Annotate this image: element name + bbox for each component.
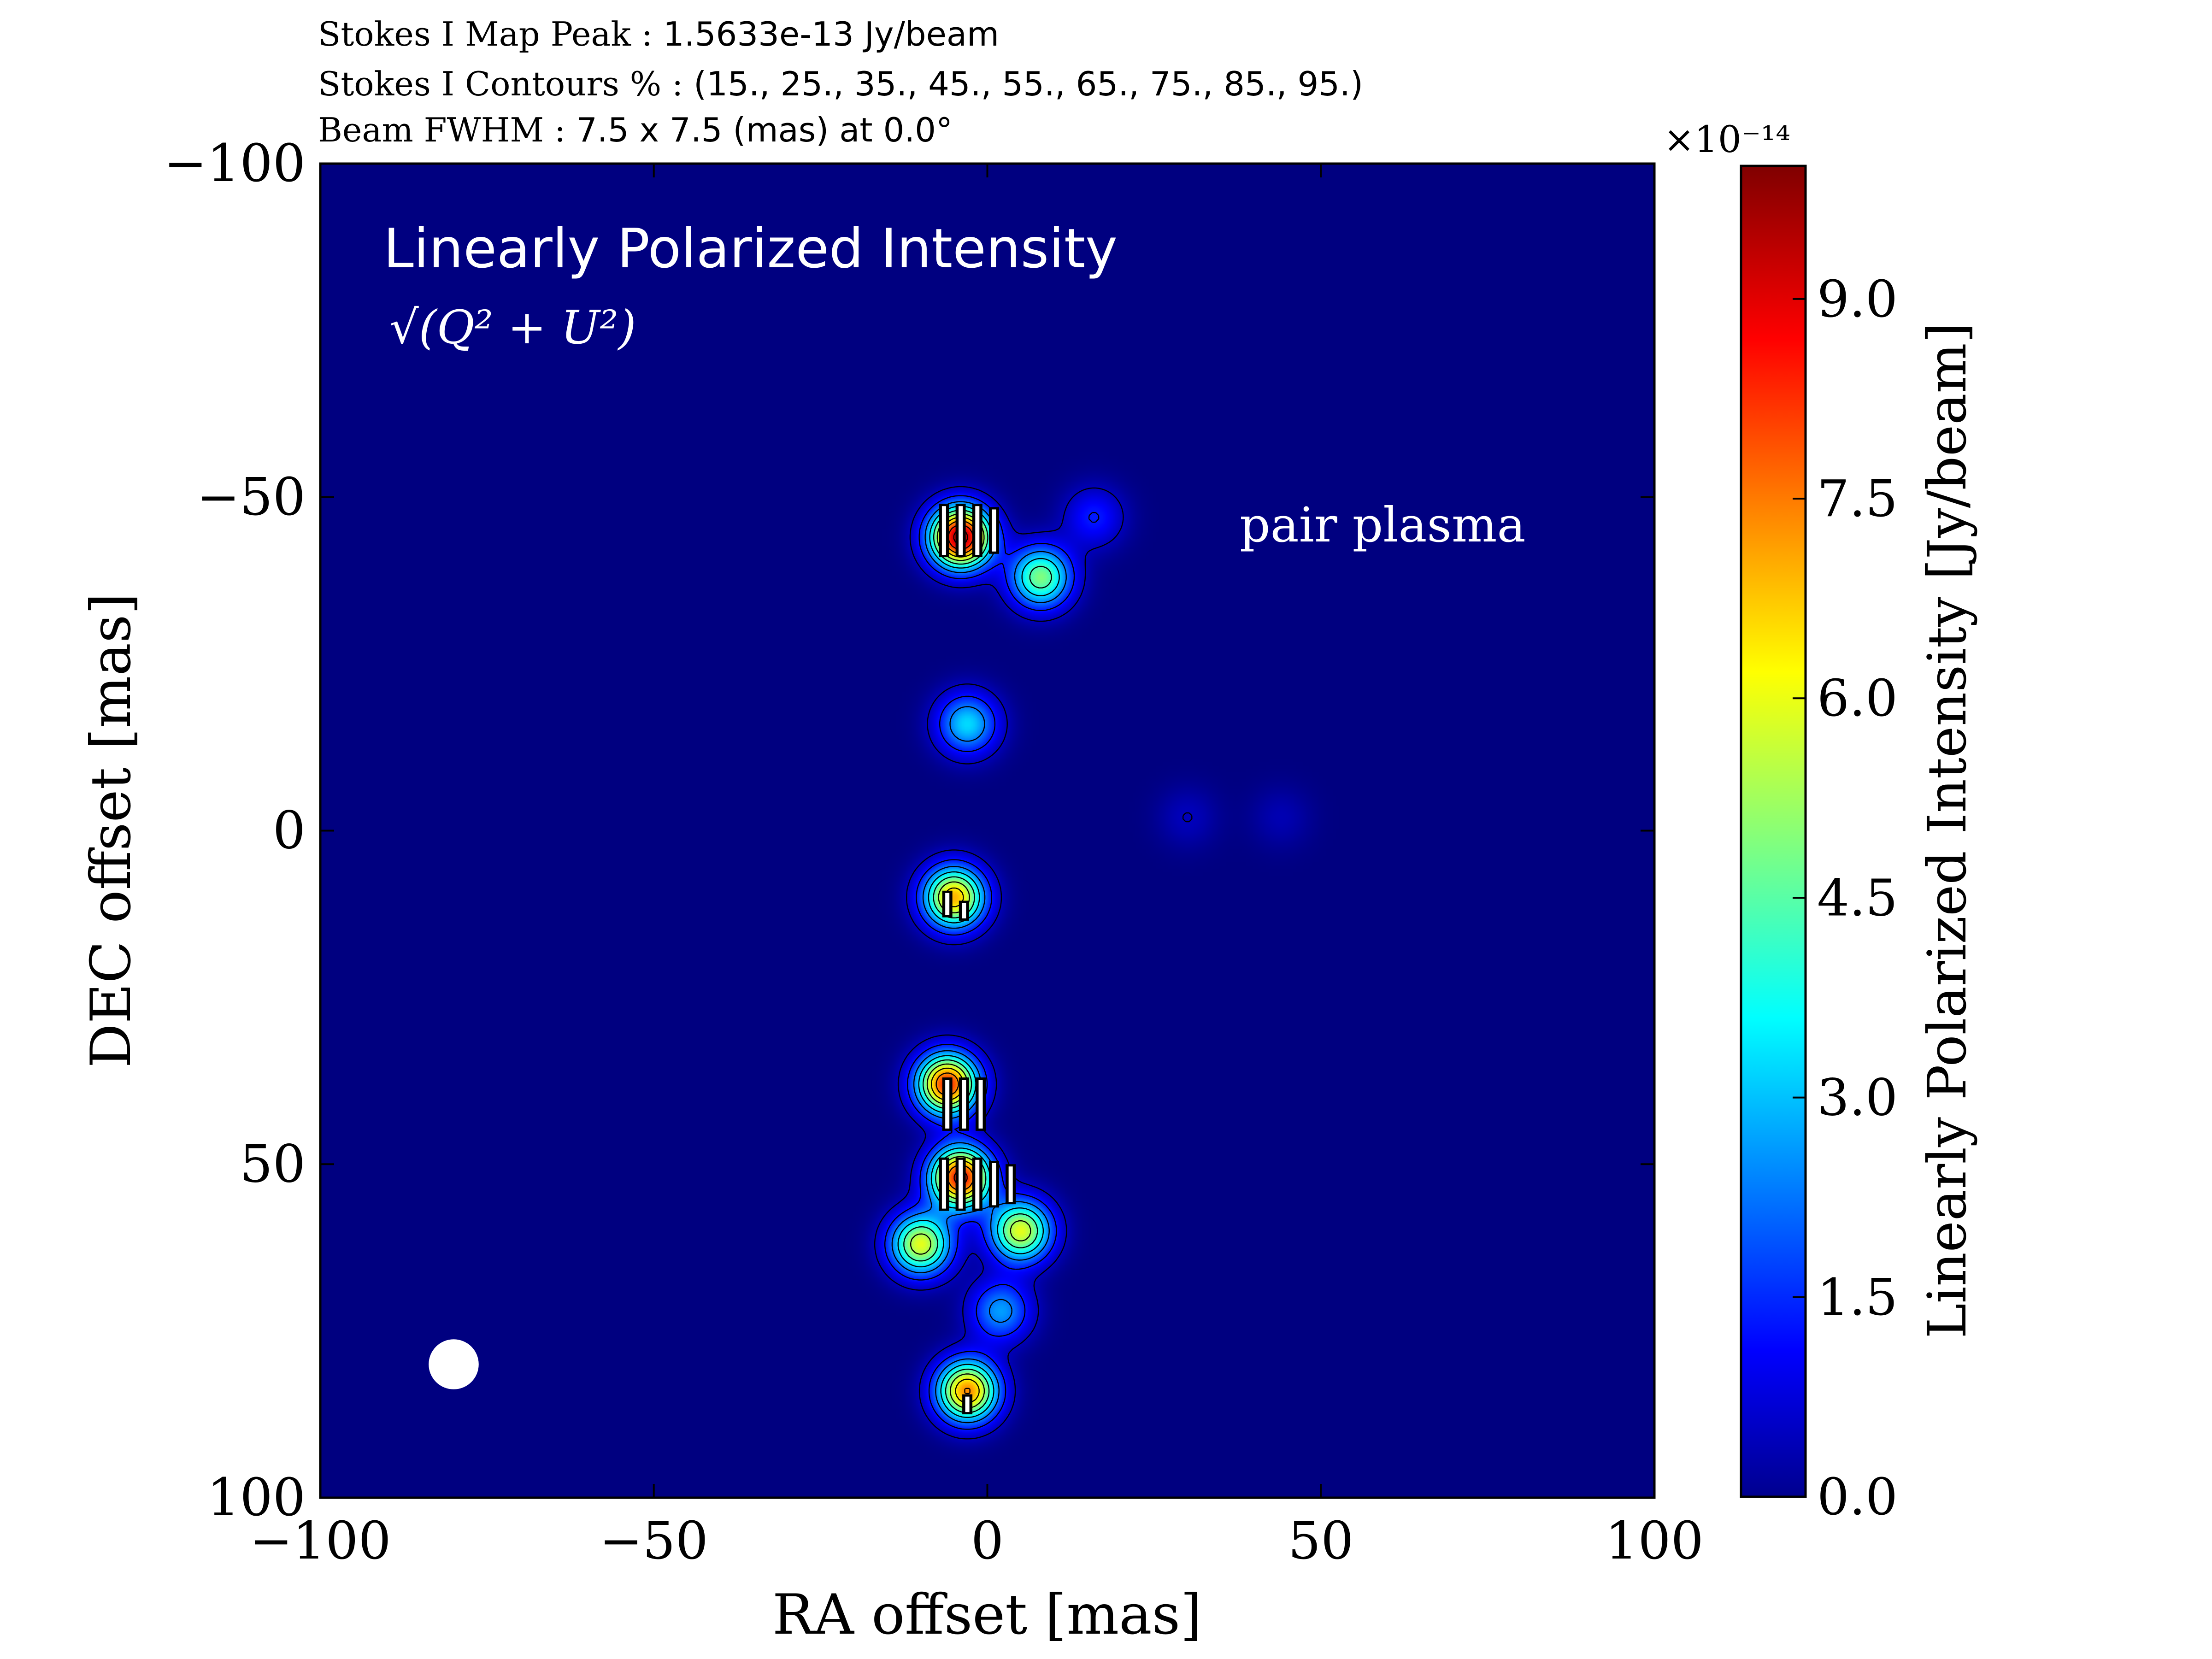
polarization-vectors bbox=[939, 504, 1016, 1415]
contour-level bbox=[874, 486, 1193, 1440]
colorbar-tick-label: 1.5 bbox=[1817, 1268, 1898, 1327]
beam-value: 7.5 x 7.5 (mas) at 0.0° bbox=[576, 111, 953, 149]
beam-line: Beam FWHM : 7.5 x 7.5 (mas) at 0.0° bbox=[318, 113, 953, 147]
colorbar-exponent: ×10⁻¹⁴ bbox=[1664, 118, 1790, 161]
map-peak-value: 1.5633e-13 Jy/beam bbox=[663, 15, 1000, 53]
y-tick-label: 100 bbox=[207, 1468, 306, 1528]
beam-ellipse bbox=[429, 1339, 479, 1389]
contours-line: Stokes I Contours % : (15., 25., 35., 45… bbox=[318, 67, 1363, 100]
colorbar-tick-label: 0.0 bbox=[1817, 1467, 1898, 1526]
y-tick-label: 50 bbox=[240, 1134, 306, 1194]
colorbar-tick-label: 9.0 bbox=[1817, 270, 1898, 329]
panel-title: Linearly Polarized Intensity bbox=[383, 217, 1118, 280]
x-tick-label: −50 bbox=[600, 1511, 708, 1571]
colorbar-tick-label: 7.5 bbox=[1817, 469, 1898, 528]
map-peak-label: Stokes I Map Peak : bbox=[318, 15, 653, 53]
colorbar-tick-label: 6.0 bbox=[1817, 669, 1898, 728]
colorbar-gradient bbox=[1740, 165, 1807, 1498]
plot-area: −100 −50 0 50 100 −100 −50 0 50 100 Linearly Pol… bbox=[164, 134, 1704, 1571]
colorbar-ticks: 0.0 1.5 3.0 4.5 6.0 7.5 9.0 bbox=[1793, 270, 1898, 1526]
y-tick-label: −100 bbox=[164, 134, 306, 194]
panel-formula: √(Q² + U²) bbox=[389, 300, 636, 354]
contours-label: Stokes I Contours % : bbox=[318, 65, 683, 103]
colorbar: 0.0 1.5 3.0 4.5 6.0 7.5 9.0 ×10⁻¹⁴ Linearly Po… bbox=[1664, 118, 1978, 1526]
contour-level bbox=[891, 501, 1067, 1424]
colorbar-tick-label: 4.5 bbox=[1817, 868, 1898, 927]
map-peak-line: Stokes I Map Peak : 1.5633e-13 Jy/beam bbox=[318, 18, 999, 51]
y-axis-label: DEC offset [mas] bbox=[79, 593, 143, 1068]
x-tick-label: −100 bbox=[249, 1511, 391, 1571]
x-tick-label: 0 bbox=[971, 1511, 1004, 1571]
colorbar-label: Linearly Polarized Intensity [Jy/beam] bbox=[1917, 322, 1978, 1338]
x-tick-label: 100 bbox=[1605, 1511, 1704, 1571]
contour-level bbox=[884, 495, 1100, 1430]
intensity-heatmap bbox=[320, 164, 1654, 1498]
y-tick-label: 0 bbox=[273, 801, 306, 861]
y-tick-label: −50 bbox=[197, 467, 306, 527]
x-tick-label: 50 bbox=[1288, 1511, 1354, 1571]
x-axis-label: RA offset [mas] bbox=[772, 1583, 1202, 1647]
beam-label: Beam FWHM : bbox=[318, 111, 566, 149]
colorbar-tick-label: 3.0 bbox=[1817, 1068, 1898, 1127]
pair-plasma-annotation: pair plasma bbox=[1240, 497, 1525, 553]
x-axis-ticks: −100 −50 0 50 100 bbox=[249, 164, 1704, 1571]
y-axis-ticks: −100 −50 0 50 100 bbox=[164, 134, 1654, 1528]
contours-value: (15., 25., 35., 45., 55., 65., 75., 85.,… bbox=[694, 65, 1364, 103]
